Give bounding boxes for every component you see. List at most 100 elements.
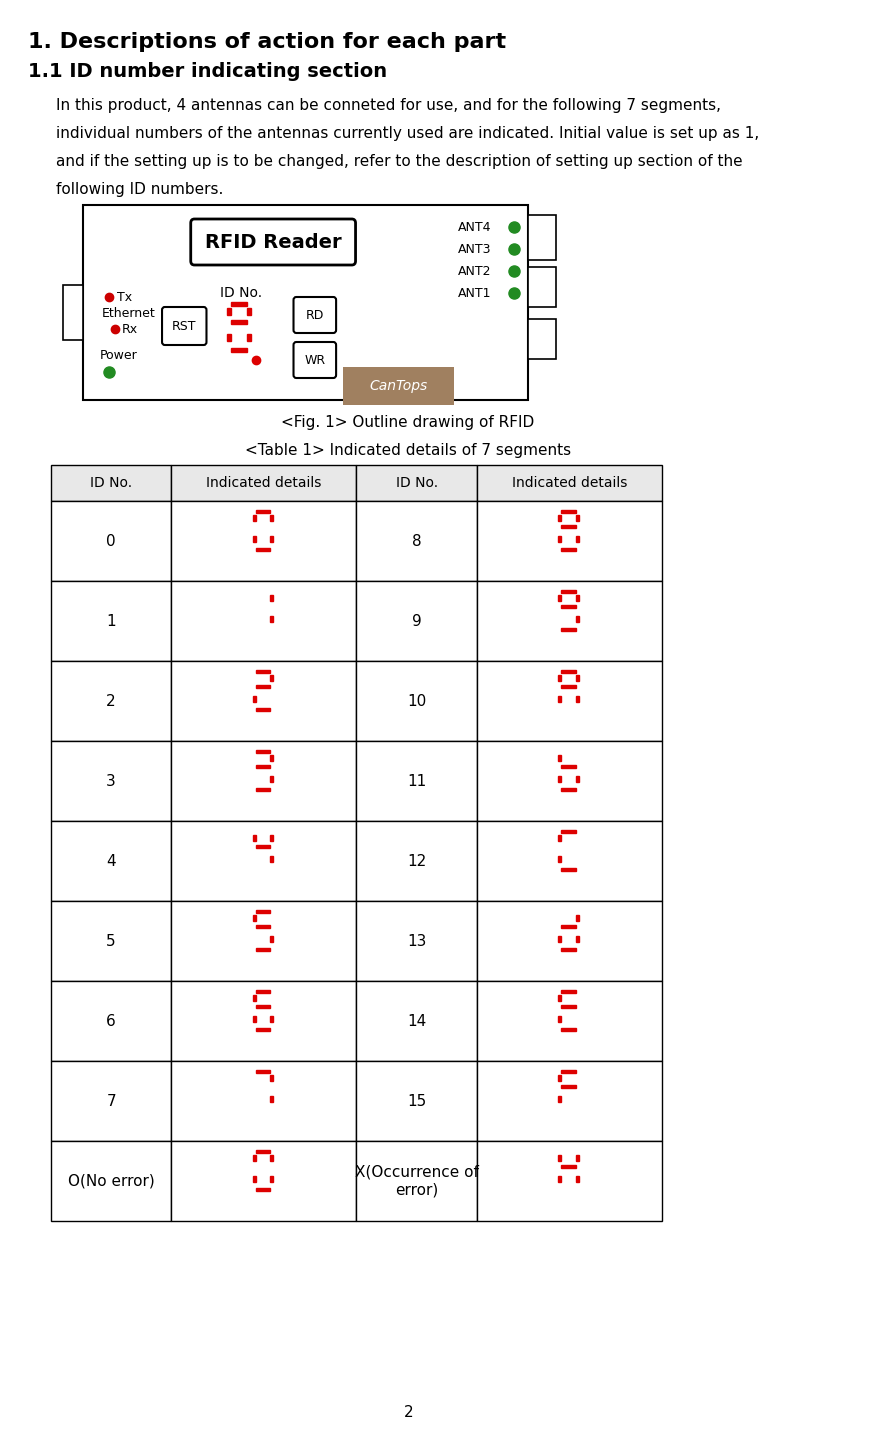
Bar bbox=[561, 990, 576, 993]
Bar bbox=[528, 267, 555, 307]
Bar bbox=[561, 684, 576, 687]
Text: 7: 7 bbox=[106, 1093, 116, 1109]
Bar bbox=[171, 822, 357, 902]
Text: 1.1 ID number indicating section: 1.1 ID number indicating section bbox=[27, 61, 387, 81]
Bar bbox=[270, 536, 273, 542]
Bar bbox=[270, 856, 273, 862]
Bar bbox=[576, 1176, 578, 1182]
Bar bbox=[561, 1027, 576, 1030]
Bar bbox=[576, 696, 578, 702]
Text: 15: 15 bbox=[407, 1093, 426, 1109]
Bar bbox=[253, 514, 255, 522]
Bar bbox=[255, 910, 270, 913]
Text: 1: 1 bbox=[106, 613, 116, 629]
Bar bbox=[477, 1140, 662, 1220]
Text: <Fig. 1> Outline drawing of RFID: <Fig. 1> Outline drawing of RFID bbox=[281, 414, 534, 430]
Bar bbox=[51, 1060, 171, 1140]
Bar bbox=[561, 670, 576, 673]
Bar bbox=[227, 334, 230, 342]
Bar bbox=[561, 510, 576, 513]
Bar bbox=[558, 594, 561, 602]
Bar bbox=[561, 765, 576, 767]
Bar bbox=[255, 707, 270, 712]
Bar bbox=[270, 616, 273, 622]
Bar bbox=[357, 822, 477, 902]
Bar bbox=[477, 980, 662, 1060]
Bar bbox=[171, 502, 357, 582]
Bar bbox=[253, 915, 255, 922]
Bar bbox=[255, 1005, 270, 1007]
Text: 11: 11 bbox=[407, 773, 426, 789]
Bar bbox=[255, 750, 270, 753]
Bar bbox=[253, 995, 255, 1000]
Text: Rx: Rx bbox=[122, 323, 139, 336]
Bar bbox=[558, 536, 561, 542]
Bar bbox=[230, 302, 247, 306]
Bar bbox=[253, 696, 255, 702]
Bar bbox=[357, 1140, 477, 1220]
Bar bbox=[343, 367, 454, 404]
Bar bbox=[561, 547, 576, 552]
Bar bbox=[255, 1027, 270, 1030]
Text: following ID numbers.: following ID numbers. bbox=[56, 181, 223, 197]
Bar bbox=[558, 1075, 561, 1080]
Bar bbox=[247, 309, 251, 314]
Text: RST: RST bbox=[172, 320, 197, 333]
Bar bbox=[51, 464, 171, 502]
Bar bbox=[477, 1060, 662, 1140]
Bar bbox=[561, 830, 576, 833]
Bar bbox=[230, 320, 247, 324]
Text: O(No error): O(No error) bbox=[68, 1173, 155, 1189]
Bar bbox=[477, 822, 662, 902]
Bar bbox=[576, 616, 578, 622]
Bar bbox=[255, 845, 270, 847]
Bar bbox=[270, 1176, 273, 1182]
Bar bbox=[270, 776, 273, 782]
Bar bbox=[255, 765, 270, 767]
Bar bbox=[558, 835, 561, 842]
FancyBboxPatch shape bbox=[293, 342, 336, 379]
Text: 9: 9 bbox=[411, 613, 421, 629]
Bar bbox=[357, 980, 477, 1060]
Bar bbox=[255, 510, 270, 513]
Bar bbox=[270, 594, 273, 602]
Text: 0: 0 bbox=[106, 533, 116, 549]
Bar bbox=[561, 925, 576, 927]
Text: ID No.: ID No. bbox=[90, 476, 132, 490]
Bar bbox=[576, 776, 578, 782]
Bar bbox=[255, 925, 270, 927]
Text: and if the setting up is to be changed, refer to the description of setting up s: and if the setting up is to be changed, … bbox=[56, 154, 743, 169]
Bar bbox=[51, 980, 171, 1060]
Bar bbox=[357, 742, 477, 822]
Bar bbox=[230, 349, 247, 352]
Bar bbox=[253, 536, 255, 542]
Text: X(Occurrence of
error): X(Occurrence of error) bbox=[355, 1165, 479, 1198]
Bar bbox=[477, 582, 662, 662]
Bar bbox=[270, 755, 273, 762]
Bar bbox=[561, 787, 576, 792]
Bar bbox=[51, 1140, 171, 1220]
Text: Indicated details: Indicated details bbox=[512, 476, 627, 490]
Bar bbox=[270, 1075, 273, 1080]
Text: 14: 14 bbox=[407, 1013, 426, 1029]
Bar bbox=[255, 1150, 270, 1153]
Bar bbox=[51, 742, 171, 822]
Bar bbox=[171, 742, 357, 822]
Text: Ethernet: Ethernet bbox=[102, 306, 155, 320]
Bar bbox=[558, 1176, 561, 1182]
Bar bbox=[561, 1070, 576, 1073]
Bar bbox=[558, 1016, 561, 1022]
Bar bbox=[171, 1140, 357, 1220]
Bar bbox=[558, 1096, 561, 1102]
Text: individual numbers of the antennas currently used are indicated. Initial value i: individual numbers of the antennas curre… bbox=[56, 126, 758, 141]
Bar bbox=[83, 204, 528, 400]
Bar bbox=[561, 1165, 576, 1167]
Bar bbox=[247, 334, 251, 342]
Bar bbox=[51, 662, 171, 742]
FancyBboxPatch shape bbox=[191, 219, 356, 264]
Text: 5: 5 bbox=[106, 933, 116, 949]
Bar bbox=[255, 1070, 270, 1073]
Bar bbox=[357, 662, 477, 742]
Bar bbox=[477, 662, 662, 742]
Bar bbox=[171, 464, 357, 502]
